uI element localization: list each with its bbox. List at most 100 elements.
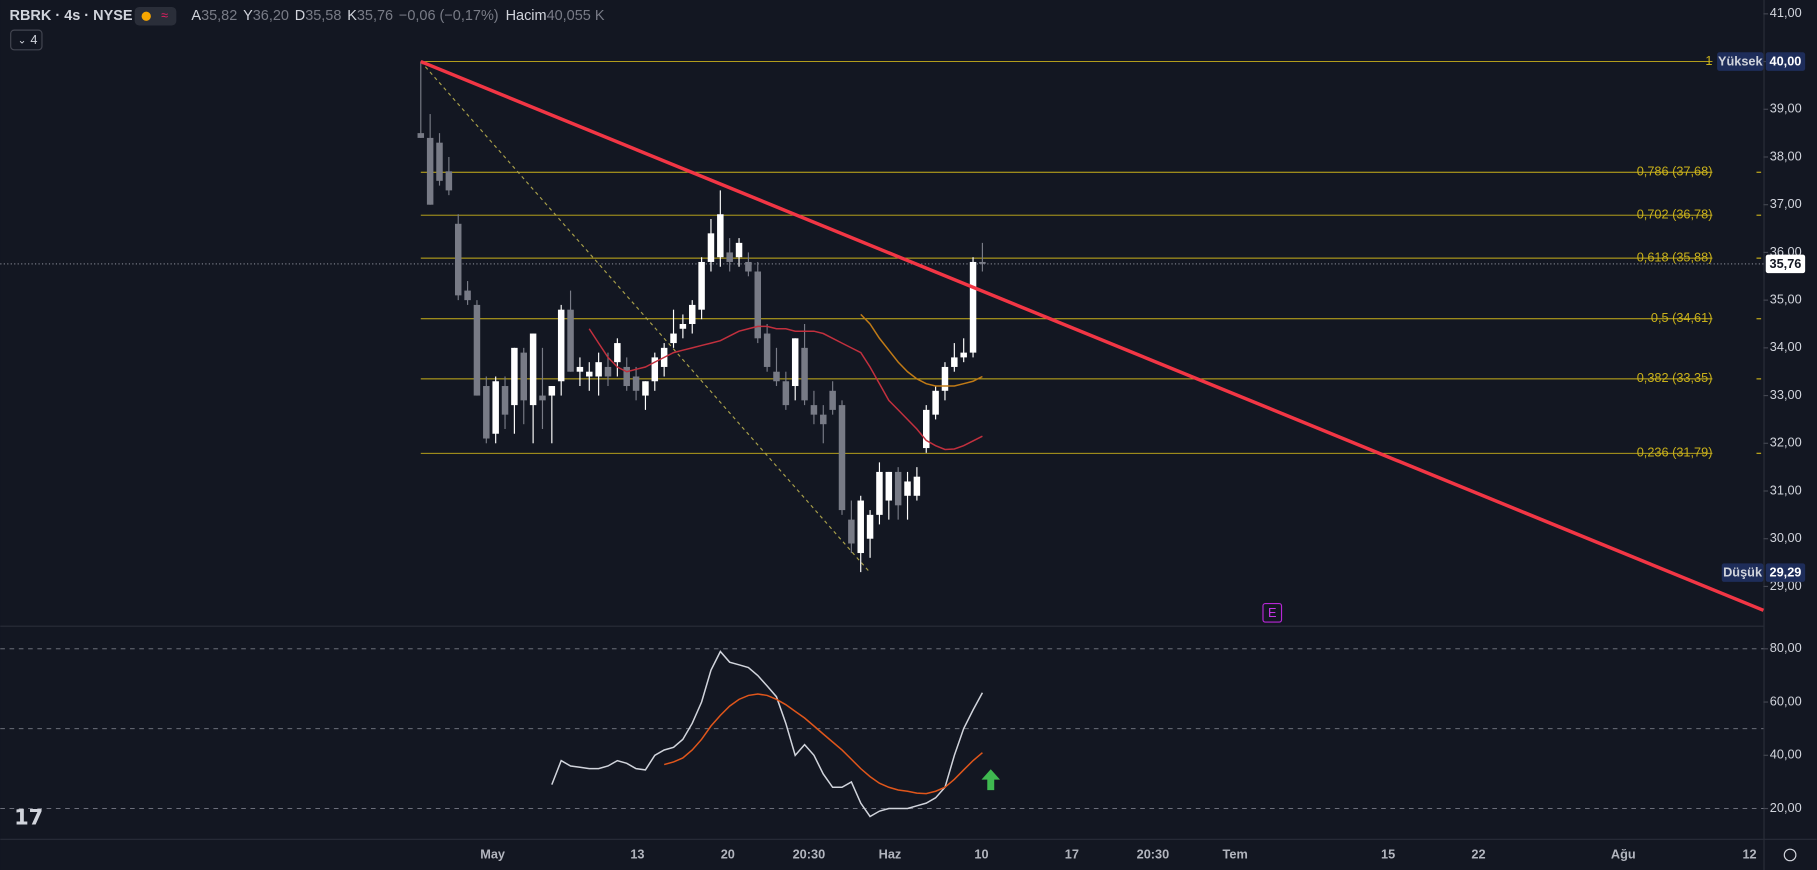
indicator-line (551, 650, 984, 818)
candle-body (717, 214, 724, 258)
logo: 𝟭𝟳 (14, 807, 43, 830)
indicator-line (860, 313, 983, 387)
candle-body (932, 390, 939, 415)
candle-body (539, 395, 546, 401)
fib-label: 0,786 (37,68) (1637, 164, 1713, 179)
l-label: D (295, 8, 305, 24)
ohlc-legend: A35,82 Y36,20 D35,58 K35,76 −0,06 (−0,17%) Ha… (191, 8, 604, 24)
candle-body (866, 514, 874, 539)
candle-body (791, 338, 799, 387)
c-label: K (347, 8, 357, 24)
candle-body (763, 333, 771, 367)
candle-body (904, 481, 911, 496)
high-badge-label: Yüksek (1718, 53, 1764, 68)
candle-body (829, 390, 836, 410)
last-price-badge-box (1765, 254, 1806, 274)
candle-body (511, 347, 518, 406)
collapse-button[interactable] (10, 29, 43, 51)
candle-body (941, 366, 949, 391)
h-label: Y (243, 8, 253, 24)
c: 35,76 (357, 8, 393, 24)
x-tick-label: 12 (1742, 846, 1756, 861)
candle-body (810, 405, 818, 415)
l: 35,58 (305, 8, 341, 24)
candle-body (445, 171, 453, 191)
x-tick-label: 20 (721, 846, 735, 861)
candle-body (923, 409, 930, 449)
candle-body (726, 252, 733, 262)
low-badge-label: Düşük (1723, 565, 1763, 580)
x-tick-label: 13 (630, 846, 644, 861)
legend-line: RBRK · 4s · NYSE (10, 8, 133, 24)
indicator-line (588, 325, 983, 451)
x-tick-label: Tem (1223, 846, 1248, 861)
o: 35,82 (201, 8, 237, 24)
candle-body (960, 352, 967, 358)
candle-body (688, 304, 696, 324)
candle-body (529, 333, 537, 406)
trendline (420, 59, 1765, 612)
indicator-icons[interactable] (134, 6, 177, 26)
candle-body (632, 376, 640, 391)
candle-body (848, 519, 855, 544)
earnings-badge[interactable] (1262, 602, 1283, 623)
candle-body (838, 405, 846, 511)
candle-body (782, 381, 790, 406)
high-badge-label-box (1717, 52, 1764, 71)
x-tick-label: 20:30 (793, 846, 826, 861)
vol: 40,055 K (547, 8, 605, 24)
fib-anchor (420, 61, 871, 573)
candle-body (876, 471, 883, 515)
indicator-line (663, 693, 983, 795)
fib-label: 0,618 (35,88) (1637, 250, 1713, 265)
settings-icon[interactable] (1783, 848, 1797, 862)
y-tick-label: 37,00 (1770, 196, 1802, 211)
candle-body (426, 137, 434, 205)
x-tick-label: May (480, 846, 506, 861)
candle-body (586, 371, 593, 377)
candle-body (754, 271, 762, 339)
candle-body (520, 352, 527, 401)
last-price-badge: 35,76 (1770, 256, 1802, 271)
x-tick-label: 22 (1471, 846, 1485, 861)
x-tick-label: 15 (1381, 846, 1395, 861)
y-tick-label: 40,00 (1770, 747, 1802, 762)
candle-body (604, 366, 612, 377)
candle-body (820, 414, 827, 425)
low-badge-value: 29,29 (1770, 565, 1802, 580)
candle-body (951, 357, 958, 367)
candle-body (979, 261, 986, 264)
high-badge-value-box (1765, 52, 1806, 71)
y-tick-label: 80,00 (1770, 640, 1802, 655)
candle-body (670, 333, 677, 344)
symbol: RBRK · 4s · NYSE (10, 8, 133, 24)
candle-body (576, 366, 584, 372)
candle-body (969, 261, 977, 353)
candle-body (642, 381, 649, 396)
candle-body (745, 261, 752, 272)
collapse-count: 4 (30, 32, 37, 47)
earnings-text: E (1268, 605, 1277, 620)
candle-body (595, 362, 602, 377)
candle-body (501, 386, 509, 415)
candle-body (436, 142, 443, 181)
y-tick-label: 32,00 (1770, 435, 1802, 450)
candle-body (735, 242, 743, 258)
o-label: A (191, 8, 201, 24)
candle-body (885, 471, 893, 501)
candle-body (548, 386, 556, 396)
candle-body (567, 309, 574, 372)
icon-sun (141, 11, 151, 21)
chevron: ⌄ (18, 35, 27, 46)
fib-label: 0,382 (33,35) (1637, 370, 1713, 385)
vol-label: Hacim (506, 8, 547, 24)
candle-body (801, 347, 808, 401)
x-tick-label: 17 (1065, 846, 1079, 861)
y-tick-label: 31,00 (1770, 482, 1802, 497)
y-tick-label: 30,00 (1770, 530, 1802, 545)
candle-body (464, 290, 471, 301)
fib-label: 0,236 (31,79) (1637, 445, 1713, 460)
candle-body (614, 343, 621, 363)
x-tick-label: Haz (879, 846, 902, 861)
